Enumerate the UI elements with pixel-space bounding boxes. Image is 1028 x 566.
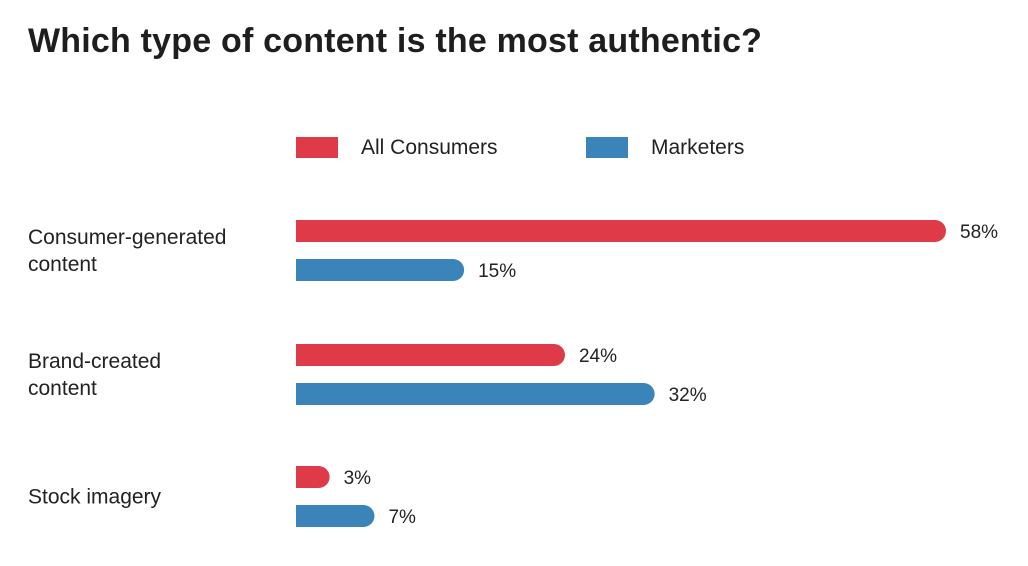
value-label-brand-created-content-all-consumers: 24% [579,346,617,367]
bar-stock-imagery-all-consumers [296,466,330,488]
bar-brand-created-content-marketers [296,383,655,405]
category-label-stock-imagery-line-1: Stock imagery [28,486,162,509]
category-label-brand-created-content-line-1: Brand-created [28,350,161,373]
legend-label-all-consumers: All Consumers [361,136,498,159]
value-label-brand-created-content-marketers: 32% [669,385,707,406]
bar-consumer-generated-content-all-consumers [296,220,946,242]
category-label-consumer-generated-content-line-2: content [28,253,97,276]
value-label-stock-imagery-marketers: 7% [388,507,416,528]
value-label-stock-imagery-all-consumers: 3% [344,468,372,489]
value-label-consumer-generated-content-marketers: 15% [478,261,516,282]
chart-title: Which type of content is the most authen… [28,22,763,60]
category-label-brand-created-content-line-2: content [28,377,97,400]
legend-swatch-all-consumers [296,137,338,158]
legend-swatch-marketers [586,137,628,158]
category-label-consumer-generated-content-line-1: Consumer-generated [28,226,226,249]
bar-stock-imagery-marketers [296,505,375,527]
value-label-consumer-generated-content-all-consumers: 58% [960,222,998,243]
legend-label-marketers: Marketers [651,136,745,159]
bar-consumer-generated-content-marketers [296,259,465,281]
bar-brand-created-content-all-consumers [296,344,565,366]
